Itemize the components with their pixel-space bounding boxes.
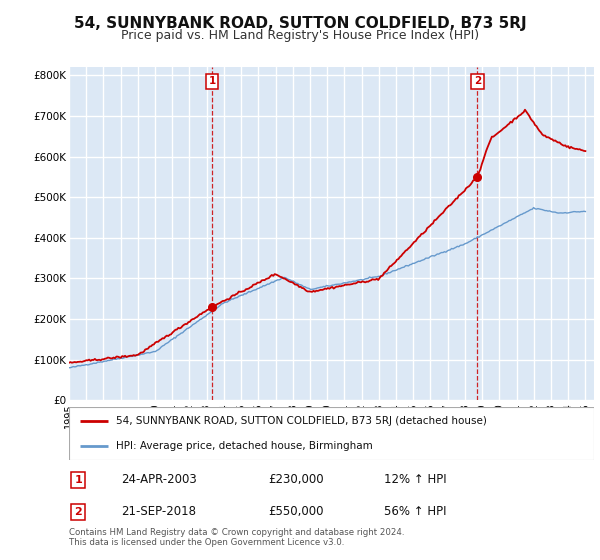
Text: 54, SUNNYBANK ROAD, SUTTON COLDFIELD, B73 5RJ (detached house): 54, SUNNYBANK ROAD, SUTTON COLDFIELD, B7… [116, 417, 487, 427]
Text: 56% ↑ HPI: 56% ↑ HPI [384, 506, 446, 519]
Text: 12% ↑ HPI: 12% ↑ HPI [384, 473, 446, 487]
FancyBboxPatch shape [69, 407, 594, 460]
Text: HPI: Average price, detached house, Birmingham: HPI: Average price, detached house, Birm… [116, 441, 373, 451]
Text: 1: 1 [208, 76, 215, 86]
Text: Contains HM Land Registry data © Crown copyright and database right 2024.
This d: Contains HM Land Registry data © Crown c… [69, 528, 404, 547]
Text: Price paid vs. HM Land Registry's House Price Index (HPI): Price paid vs. HM Land Registry's House … [121, 29, 479, 42]
Text: £230,000: £230,000 [269, 473, 324, 487]
Text: £550,000: £550,000 [269, 506, 324, 519]
Text: 24-APR-2003: 24-APR-2003 [121, 473, 197, 487]
Text: 2: 2 [74, 507, 82, 517]
Text: 21-SEP-2018: 21-SEP-2018 [121, 506, 197, 519]
Text: 1: 1 [74, 475, 82, 485]
Text: 2: 2 [473, 76, 481, 86]
Text: 54, SUNNYBANK ROAD, SUTTON COLDFIELD, B73 5RJ: 54, SUNNYBANK ROAD, SUTTON COLDFIELD, B7… [74, 16, 526, 31]
